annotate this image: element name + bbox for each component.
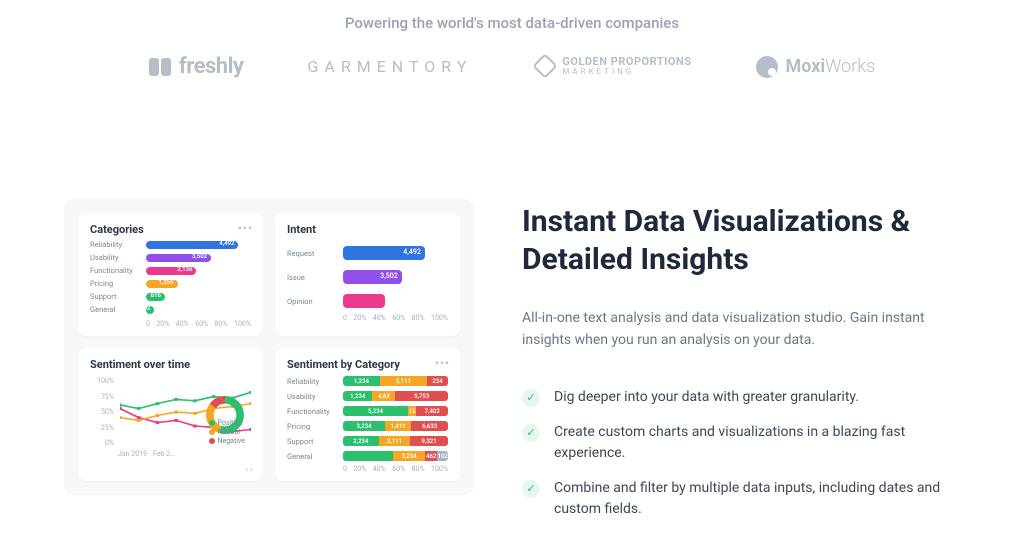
sot-xaxis: Jan 2019Feb 2… bbox=[90, 450, 251, 458]
categories-row-label: General bbox=[90, 305, 140, 314]
sbc-row-label: Support bbox=[287, 437, 337, 446]
feature-bullets: ✓ Dig deeper into your data with greater… bbox=[522, 387, 960, 520]
check-icon: ✓ bbox=[522, 424, 540, 442]
categories-row: Reliability 4,492 bbox=[90, 240, 251, 249]
card-intent: Intent Request 4,492 Issue 3,502 Opinion… bbox=[275, 213, 460, 336]
sbc-row-label: Usability bbox=[287, 392, 337, 401]
intent-row-label: Issue bbox=[287, 273, 337, 282]
categories-row-label: Usability bbox=[90, 253, 140, 262]
moxi-light: Works bbox=[825, 56, 875, 77]
sbc-xaxis: 020%40%60%80%100% bbox=[287, 465, 448, 473]
categories-row: Functionality 2,136 bbox=[90, 266, 251, 275]
feature-lead: All-in-one text analysis and data visual… bbox=[522, 308, 942, 351]
card-sentiment-by-category: Sentiment by Category ••• Reliability 1,… bbox=[275, 348, 460, 481]
logo-golden-proportions: GOLDEN PROPORTIONS MARKETING bbox=[536, 56, 691, 77]
categories-row: Pricing 1,355 bbox=[90, 279, 251, 288]
sot-pager[interactable]: ‹ › bbox=[245, 465, 253, 475]
intent-xaxis: 020%40%60%80%100% bbox=[287, 314, 448, 322]
sbc-row-label: Reliability bbox=[287, 377, 337, 386]
check-icon: ✓ bbox=[522, 480, 540, 498]
intent-row: Opinion bbox=[287, 294, 448, 308]
categories-row-label: Functionality bbox=[90, 266, 140, 275]
categories-row: General 102 bbox=[90, 305, 251, 314]
logo-garmentory: GARMENTORY bbox=[308, 57, 473, 76]
sot-legend: PositiveNeutralNegative bbox=[209, 418, 246, 445]
tagline: Powering the world's most data-driven co… bbox=[0, 14, 1024, 32]
card-sbc-more-icon[interactable]: ••• bbox=[435, 356, 450, 370]
categories-xaxis: 020%40%60%80%100% bbox=[90, 320, 251, 328]
card-sentiment-over-time: Sentiment over time 100%75%50%25%0% Posi… bbox=[78, 348, 263, 481]
moxi-bold: Moxi bbox=[786, 56, 826, 77]
card-categories-title: Categories bbox=[90, 223, 251, 236]
client-logos: freshly GARMENTORY GOLDEN PROPORTIONS MA… bbox=[0, 54, 1024, 79]
moxi-circle-icon bbox=[756, 56, 778, 78]
feature-bullet: ✓ Dig deeper into your data with greater… bbox=[522, 387, 942, 408]
intent-row-label: Opinion bbox=[287, 297, 337, 306]
sbc-row: Pricing 3,2341,4116,633 bbox=[287, 421, 448, 431]
sbc-row: Functionality 5,234127,402 bbox=[287, 406, 448, 416]
categories-row-label: Pricing bbox=[90, 279, 140, 288]
card-sbc-title: Sentiment by Category bbox=[287, 358, 448, 371]
sbc-row: General 3,234462102 bbox=[287, 451, 448, 461]
categories-row-label: Support bbox=[90, 292, 140, 301]
feature-bullet: ✓ Create custom charts and visualization… bbox=[522, 422, 942, 464]
feature-bullet: ✓ Combine and filter by multiple data in… bbox=[522, 478, 942, 520]
feature-row: Categories ••• Reliability 4,492 Usabili… bbox=[0, 79, 1024, 534]
sot-yaxis: 100%75%50%25%0% bbox=[90, 377, 114, 447]
categories-row-label: Reliability bbox=[90, 240, 140, 249]
feature-heading: Instant Data Visualizations & Detailed I… bbox=[522, 203, 960, 278]
logo-freshly: freshly bbox=[149, 54, 244, 79]
card-categories-more-icon[interactable]: ••• bbox=[238, 221, 253, 235]
sbc-row: Support 2,2342,1119,321 bbox=[287, 436, 448, 446]
logo-moxiworks: MoxiWorks bbox=[756, 56, 876, 78]
feature-copy: Instant Data Visualizations & Detailed I… bbox=[522, 199, 960, 534]
sbc-row: Usability 1,2344,625,753 bbox=[287, 391, 448, 401]
check-icon: ✓ bbox=[522, 389, 540, 407]
golden-text-2: MARKETING bbox=[562, 68, 691, 77]
sbc-row-label: General bbox=[287, 452, 337, 461]
categories-row: Usability 3,502 bbox=[90, 253, 251, 262]
sbc-row: Reliability 1,2342,111234 bbox=[287, 376, 448, 386]
card-categories: Categories ••• Reliability 4,492 Usabili… bbox=[78, 213, 263, 336]
intent-row-label: Request bbox=[287, 249, 337, 258]
card-intent-title: Intent bbox=[287, 223, 448, 236]
categories-row: Support 616 bbox=[90, 292, 251, 301]
card-sot-title: Sentiment over time bbox=[90, 358, 251, 371]
intent-row: Issue 3,502 bbox=[287, 270, 448, 284]
freshly-mark-icon bbox=[149, 58, 171, 76]
intent-row: Request 4,492 bbox=[287, 246, 448, 260]
dashboard-preview: Categories ••• Reliability 4,492 Usabili… bbox=[64, 199, 474, 495]
sbc-row-label: Functionality bbox=[287, 407, 337, 416]
freshly-text: freshly bbox=[179, 54, 244, 79]
sbc-row-label: Pricing bbox=[287, 422, 337, 431]
golden-proportions-icon bbox=[533, 54, 558, 79]
